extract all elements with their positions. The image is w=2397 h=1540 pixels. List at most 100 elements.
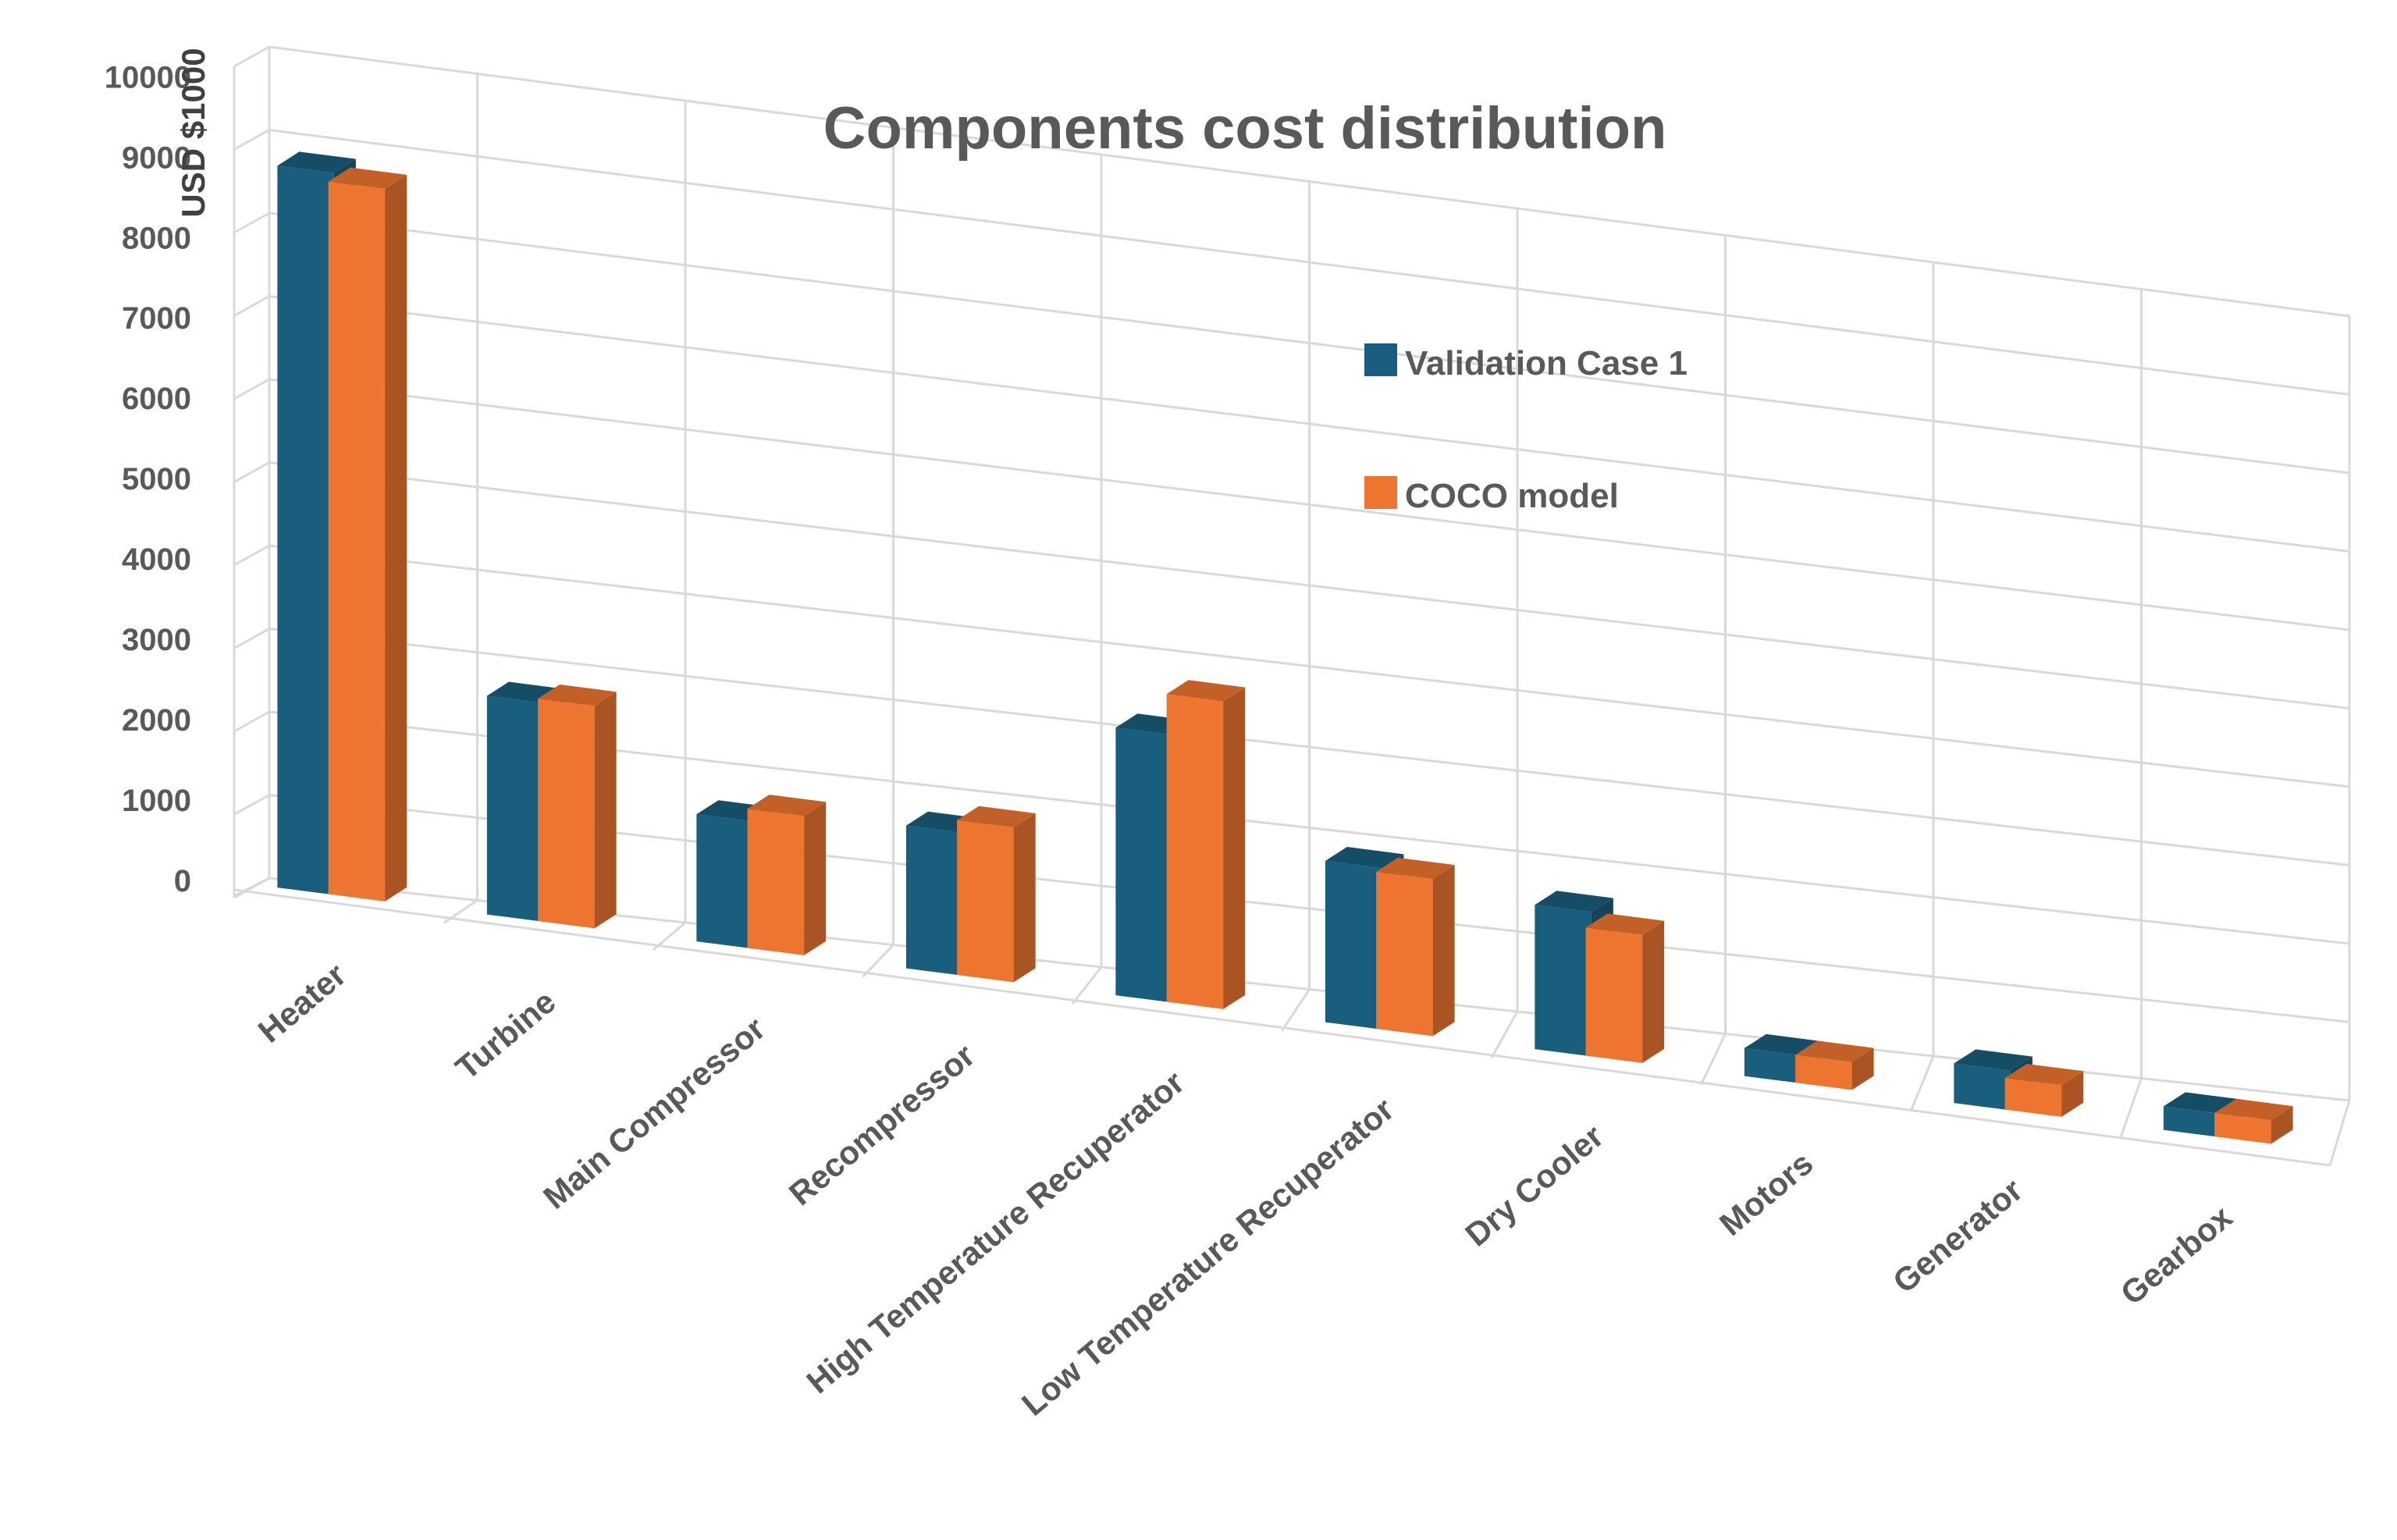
bar [1376,857,1455,1037]
y-axis-label: USD $1000 [175,48,212,217]
y-tick-label: 5000 [122,462,191,496]
y-tick-label: 8000 [122,221,191,255]
legend-swatch [1364,476,1397,509]
floor-gridline [862,944,894,978]
floor-gridline [1490,1011,1519,1058]
floor-gridline [443,899,478,924]
bar-side-face [594,692,617,929]
gridline [233,794,270,816]
bar-top-face [1795,1040,1874,1062]
gridline [233,461,270,483]
legend-swatch [1364,343,1397,376]
bar-front-face [1376,871,1433,1037]
bar-side-face [2061,1071,2084,1117]
bar-side-face [1432,865,1455,1037]
bar-top-face [277,151,356,173]
bar-front-face [1166,694,1224,1009]
bar-front-face [1535,905,1591,1057]
gridline [233,129,270,151]
y-tick-label: 9000 [122,140,191,175]
bar-front-face [1744,1047,1801,1083]
bar-side-face [1642,920,1665,1063]
y-tick-label: 0 [174,864,191,898]
gridline [233,544,270,567]
y-tick-label: 6000 [122,382,191,416]
x-tick-label: Motors [1712,1144,1819,1243]
bar-top-face [538,685,617,706]
bar [2004,1063,2084,1117]
bar-top-face [1376,857,1455,880]
y-tick-label: 10000 [105,60,191,94]
bar-top-face [2004,1063,2084,1086]
bar [2214,1098,2293,1144]
bar-front-face [2214,1112,2271,1144]
x-tick-label: Dry Cooler [1458,1118,1610,1254]
floor-gridline [1700,1033,1727,1086]
bar-front-face [2163,1106,2221,1137]
bar-top-face [1535,891,1613,912]
gridline [233,295,270,317]
bar [1585,913,1665,1063]
bar-front-face [1585,927,1643,1063]
x-tick-label: Generator [1886,1172,2029,1300]
floor-gridline [2119,1078,2143,1139]
grid-layer [233,45,2351,1167]
bar-top-face [1954,1049,2032,1071]
bar-front-face [905,825,963,976]
bar-front-face [957,820,1014,983]
floor-gridline [1909,1055,1935,1112]
x-tick-label: Recompressor [782,1037,982,1212]
bar-front-face [1325,861,1382,1030]
y-tick-label: 2000 [122,703,191,738]
floor-gridline [1071,966,1103,1005]
legend-label: Validation Case 1 [1405,344,1688,382]
y-tick-label: 1000 [122,784,191,818]
bar-front-face [277,165,334,895]
bar [538,685,617,929]
y-tick-label: 3000 [122,623,191,657]
bar-side-face [1851,1047,1874,1090]
bar-side-face [1223,687,1246,1009]
bar [328,167,407,902]
floor-gridline [1281,988,1311,1032]
legend-label: COCO model [1405,477,1619,515]
bar-side-face [2271,1106,2293,1144]
gridline [233,378,270,400]
y-tick-label: 7000 [122,301,191,336]
bar-side-face [385,174,407,902]
bar-top-face [328,167,407,189]
legend: Validation Case 1 COCO model [1364,343,1688,515]
bar-side-face [1013,813,1036,983]
bars-layer [277,151,2293,1144]
bar-top-face [957,806,1036,828]
bar-front-face [538,699,595,929]
x-tick-label: High Temperature Recuperator [799,1064,1191,1401]
y-axis-ticks: 0 1000 2000 3000 4000 5000 6000 7000 8000 9000 100… [105,60,191,898]
gridline [233,45,270,68]
bar [1795,1040,1874,1090]
floor-edge [233,888,2331,1167]
floor-gridline [653,921,686,951]
bar-top-face [1325,847,1404,869]
bar [1166,680,1246,1009]
floor-gridline [2328,1100,2351,1166]
bar-top-face [2214,1098,2293,1121]
gridline [233,628,270,649]
bar-front-face [486,695,544,922]
gridline [233,710,270,733]
bar-front-face [2004,1077,2062,1117]
bar-front-face [1795,1055,1852,1090]
x-tick-label: Heater [251,956,353,1050]
x-tick-label: Gearbox [2114,1198,2239,1312]
bar-front-face [1115,727,1172,1003]
bar-front-face [1954,1063,2011,1111]
bar [747,795,827,955]
x-tick-label: Low Temperature Recuperator [1015,1090,1400,1423]
chart-title: Components cost distribution [823,95,1667,162]
bar-top-face [1585,913,1665,935]
bar-top-face [747,795,827,816]
y-tick-label: 4000 [122,542,191,577]
x-tick-label: Main Compressor [536,1010,772,1216]
